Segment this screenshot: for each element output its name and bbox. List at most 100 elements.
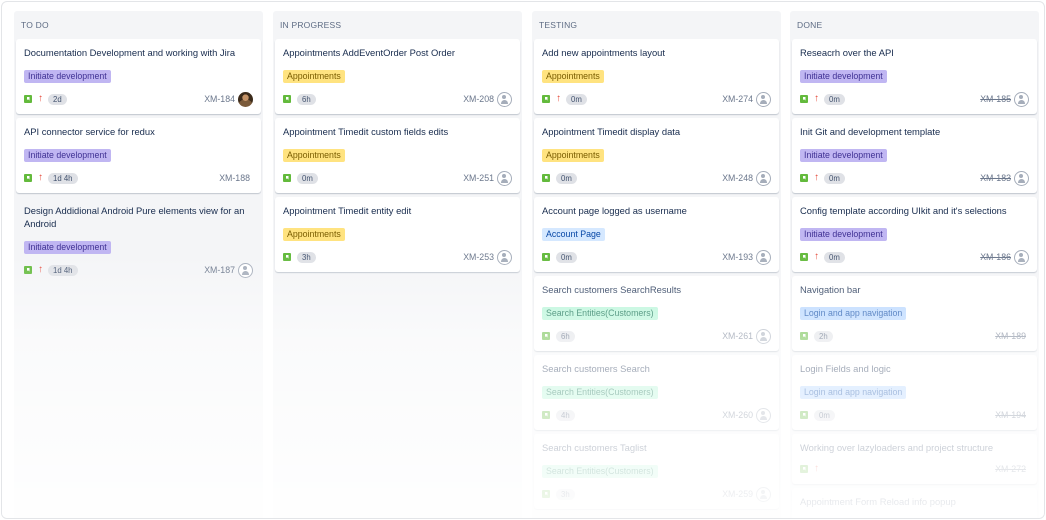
epic-label[interactable]: Account Page [542, 228, 605, 241]
unassigned-avatar-icon[interactable] [497, 170, 512, 186]
issue-key-link[interactable]: XM-189 [995, 331, 1026, 341]
epic-label[interactable]: Login and app navigation [800, 386, 907, 399]
epic-label[interactable]: Search Entities(Customers) [542, 386, 658, 399]
unassigned-avatar-icon[interactable] [756, 328, 771, 344]
assignee-avatar[interactable] [238, 91, 253, 107]
epic-label[interactable]: Login and app navigation [800, 307, 907, 320]
estimate-badge: 1d 4h [48, 264, 78, 276]
unassigned-avatar-icon[interactable] [756, 170, 771, 186]
epic-label[interactable]: Appointments [283, 228, 345, 241]
issue-key-link[interactable]: XM-261 [722, 331, 753, 341]
epic-label[interactable]: Initiate development [24, 70, 111, 83]
issue-meta-row: ↑ 2d XM-184 [24, 91, 253, 107]
story-icon [542, 95, 550, 103]
issue-card[interactable]: Appointment Timedit custom fields edits A… [275, 118, 520, 193]
issue-card[interactable]: Account page logged as username Account P… [534, 197, 779, 272]
issue-key-link[interactable]: XM-260 [722, 410, 753, 420]
unassigned-avatar-icon[interactable] [756, 249, 771, 265]
column-title: DONE [797, 20, 823, 30]
issue-key-link[interactable]: XM-259 [722, 489, 753, 499]
epic-label[interactable]: Search Entities(Customers) [542, 465, 658, 478]
issue-key-link[interactable]: XM-253 [463, 252, 494, 262]
issue-key-link[interactable]: XM-193 [722, 252, 753, 262]
issue-summary: Add new appointments layout [542, 47, 665, 58]
issue-key-link[interactable]: XM-251 [463, 173, 494, 183]
priority-high-icon: ↑ [814, 172, 819, 183]
unassigned-avatar-icon[interactable] [497, 249, 512, 265]
issue-card[interactable]: API connector service for redux Initiate … [16, 118, 261, 193]
issue-card[interactable]: Search customers SearchResults Search Ent… [534, 276, 779, 351]
issue-card[interactable]: Reseacrh over the API Initiate developmen… [792, 39, 1037, 114]
estimate-badge: 3h [556, 488, 575, 500]
issue-card[interactable]: Appointment Form Reload info popup [792, 488, 1037, 518]
issue-key-link[interactable]: XM-194 [995, 410, 1026, 420]
issue-meta-row: ↑ 0m XM-185 [800, 91, 1029, 107]
estimate-badge: 0m [814, 409, 835, 421]
epic-label[interactable]: Initiate development [24, 241, 111, 254]
epic-label[interactable]: Appointments [542, 149, 604, 162]
issue-key-link[interactable]: XM-184 [204, 94, 235, 104]
unassigned-avatar-icon[interactable] [756, 91, 771, 107]
issue-key-link[interactable]: XM-186 [980, 252, 1011, 262]
issue-card[interactable]: Init Git and development template Initiat… [792, 118, 1037, 193]
priority-high-icon: ↑ [814, 93, 819, 104]
issue-summary: Init Git and development template [800, 126, 941, 137]
issue-card[interactable]: Add new appointments layout Appointments ↑… [534, 39, 779, 114]
unassigned-avatar-icon[interactable] [1014, 249, 1029, 265]
story-icon [283, 253, 291, 261]
unassigned-avatar-icon[interactable] [1014, 170, 1029, 186]
issue-card[interactable]: Search customers Search Search Entities(C… [534, 355, 779, 430]
issue-key-link[interactable]: XM-248 [722, 173, 753, 183]
issue-card[interactable]: Config template according UIkit and it's… [792, 197, 1037, 272]
epic-label[interactable]: Appointments [283, 149, 345, 162]
priority-high-icon: ↑ [556, 93, 561, 104]
issue-card[interactable]: Appointment Timedit display data Appointm… [534, 118, 779, 193]
estimate-badge: 6h [556, 330, 575, 342]
issue-key-link[interactable]: XM-208 [463, 94, 494, 104]
issue-card[interactable]: Appointment Timedit entity edit Appointme… [275, 197, 520, 272]
issue-card[interactable]: Design Addidional Android Pure elements … [16, 197, 261, 285]
epic-label[interactable]: Initiate development [800, 228, 887, 241]
unassigned-avatar-icon[interactable] [756, 486, 771, 502]
estimate-badge: 2d [48, 93, 67, 105]
issue-key-link[interactable]: XM-187 [204, 265, 235, 275]
epic-label[interactable]: Initiate development [800, 149, 887, 162]
issue-key-link[interactable]: XM-188 [219, 173, 250, 183]
issue-key-link[interactable]: XM-272 [995, 464, 1026, 474]
issue-summary: Account page logged as username [542, 205, 687, 216]
story-icon [800, 332, 808, 340]
issue-meta-row: ↑ 0m XM-183 [800, 170, 1029, 186]
issue-meta-row: 0m XM-194 [800, 407, 1029, 423]
issue-card[interactable]: Appointments AddEventOrder Post Order App… [275, 39, 520, 114]
issue-key-link[interactable]: XM-185 [980, 94, 1011, 104]
issue-meta-row: 3h XM-259 [542, 486, 771, 502]
unassigned-avatar-icon[interactable] [238, 262, 253, 278]
estimate-badge: 0m [824, 251, 845, 263]
issue-card[interactable]: Navigation bar Login and app navigation 2h… [792, 276, 1037, 351]
issue-summary: Appointment Timedit entity edit [283, 205, 412, 216]
unassigned-avatar-icon[interactable] [497, 91, 512, 107]
story-icon [800, 253, 808, 261]
epic-label[interactable]: Initiate development [24, 149, 111, 162]
unassigned-avatar-icon[interactable] [1014, 91, 1029, 107]
epic-label[interactable]: Appointments [283, 70, 345, 83]
card-list: Documentation Development and working wi… [14, 39, 263, 285]
epic-label[interactable]: Initiate development [800, 70, 887, 83]
estimate-badge: 0m [556, 172, 577, 184]
story-icon [542, 332, 550, 340]
issue-key-link[interactable]: XM-183 [980, 173, 1011, 183]
issue-card[interactable]: Search customers Taglist Search Entities(… [534, 434, 779, 509]
issue-card[interactable]: Working over lazyloaders and project str… [792, 434, 1037, 484]
story-icon [800, 411, 808, 419]
issue-card[interactable]: Login Fields and logic Login and app navi… [792, 355, 1037, 430]
issue-summary: Design Addidional Android Pure elements … [24, 205, 245, 229]
epic-label[interactable]: Search Entities(Customers) [542, 307, 658, 320]
priority-high-icon: ↑ [38, 172, 43, 183]
issue-summary: Login Fields and logic [800, 363, 891, 374]
unassigned-avatar-icon[interactable] [756, 407, 771, 423]
issue-key-link[interactable]: XM-274 [722, 94, 753, 104]
issue-card[interactable]: Documentation Development and working wi… [16, 39, 261, 114]
epic-label[interactable]: Appointments [542, 70, 604, 83]
column-title: TO DO [21, 20, 49, 30]
